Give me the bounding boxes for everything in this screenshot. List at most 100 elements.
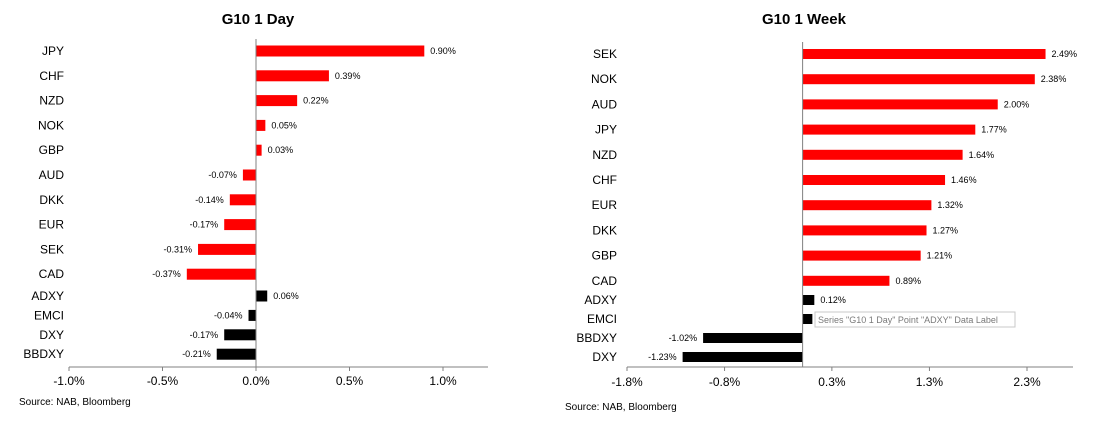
source-note: Source: NAB, Bloomberg: [565, 402, 677, 413]
data-label-aud: -0.07%: [208, 170, 237, 180]
category-label-nzd: NZD: [592, 148, 617, 162]
data-label-dxy: -1.23%: [648, 352, 677, 362]
bar-dkk: [802, 225, 927, 236]
data-label-sek: -0.31%: [163, 244, 192, 254]
category-label-bbdxy: BBDXY: [576, 331, 617, 345]
bar-nzd: [256, 95, 298, 107]
category-label-eur: EUR: [39, 218, 65, 232]
bar-aud: [802, 99, 998, 110]
data-label-nzd: 1.64%: [969, 150, 995, 160]
data-label-dkk: -0.14%: [195, 195, 224, 205]
category-label-chf: CHF: [592, 173, 617, 187]
bar-adxy: [802, 295, 815, 305]
category-label-emci: EMCI: [587, 312, 617, 326]
category-label-nzd: NZD: [39, 94, 64, 108]
bar-eur: [224, 219, 256, 231]
data-label-jpy: 1.77%: [981, 125, 1007, 135]
category-label-sek: SEK: [40, 242, 64, 256]
data-label-gbp: 1.21%: [927, 251, 953, 261]
bar-dxy: [224, 329, 256, 341]
data-label-dxy: -0.17%: [190, 330, 219, 340]
data-label-nzd: 0.22%: [303, 96, 329, 106]
category-label-dxy: DXY: [39, 328, 64, 342]
bar-sek: [802, 49, 1046, 59]
bar-gbp: [802, 250, 921, 261]
category-label-sek: SEK: [593, 47, 617, 61]
data-label-nok: 2.38%: [1041, 74, 1067, 84]
category-label-jpy: JPY: [595, 123, 617, 137]
data-label-bbdxy: -1.02%: [669, 333, 698, 343]
category-label-gbp: GBP: [39, 143, 64, 157]
chart-title: G10 1 Day: [222, 11, 295, 28]
data-label-nok: 0.05%: [271, 120, 297, 130]
bar-bbdxy: [703, 333, 803, 343]
category-label-nok: NOK: [38, 118, 64, 132]
bar-emci: [802, 314, 813, 324]
bar-chf: [802, 175, 946, 185]
tick-label: 1.3%: [916, 375, 944, 389]
category-label-cad: CAD: [39, 267, 65, 281]
bar-sek: [198, 243, 256, 255]
bar-eur: [802, 200, 932, 211]
tick-label: -0.5%: [147, 374, 179, 388]
data-label-bbdxy: -0.21%: [182, 349, 211, 359]
bar-cad: [802, 275, 890, 286]
data-label-dkk: 1.27%: [933, 225, 959, 235]
bar-aud: [242, 169, 256, 181]
data-label-cad: -0.37%: [152, 269, 181, 279]
category-label-cad: CAD: [592, 274, 618, 288]
tick-label: 2.3%: [1013, 375, 1041, 389]
chart-title: G10 1 Week: [762, 11, 847, 28]
tick-label: -0.8%: [709, 375, 741, 389]
bar-dkk: [229, 194, 256, 206]
source-note: Source: NAB, Bloomberg: [19, 397, 131, 408]
tick-label: -1.0%: [53, 374, 85, 388]
data-label-jpy: 0.90%: [430, 46, 456, 56]
bar-emci: [248, 309, 256, 321]
category-label-adxy: ADXY: [31, 289, 64, 303]
data-label-eur: -0.17%: [190, 220, 219, 230]
category-label-dkk: DKK: [39, 193, 64, 207]
category-label-chf: CHF: [39, 69, 64, 83]
bar-nok: [802, 74, 1035, 85]
bar-adxy: [256, 290, 268, 302]
bar-cad: [186, 268, 256, 280]
category-label-dxy: DXY: [592, 350, 617, 364]
bar-chf: [256, 70, 329, 82]
tick-label: 0.5%: [336, 374, 364, 388]
data-label-adxy: 0.12%: [820, 295, 846, 305]
bar-jpy: [256, 45, 425, 57]
data-label-eur: 1.32%: [937, 200, 963, 210]
data-label-cad: 0.89%: [895, 276, 921, 286]
category-label-nok: NOK: [591, 72, 617, 86]
category-label-emci: EMCI: [34, 308, 64, 322]
category-label-aud: AUD: [39, 168, 65, 182]
tick-label: 0.3%: [818, 375, 846, 389]
data-label-sek: 2.49%: [1052, 49, 1078, 59]
data-label-gbp: 0.03%: [268, 145, 294, 155]
bar-bbdxy: [216, 348, 256, 360]
category-label-eur: EUR: [592, 198, 618, 212]
bar-jpy: [802, 124, 976, 135]
tick-label: -1.8%: [611, 375, 643, 389]
tick-label: 0.0%: [242, 374, 270, 388]
tooltip-box: [814, 311, 1016, 328]
category-label-jpy: JPY: [42, 44, 64, 58]
tooltip-text: Series "G10 1 Day" Point "ADXY" Data Lab…: [818, 315, 998, 325]
category-label-gbp: GBP: [592, 249, 617, 263]
bar-dxy: [682, 352, 803, 362]
bar-nzd: [802, 149, 963, 160]
data-label-emci: -0.04%: [214, 310, 243, 320]
category-label-dkk: DKK: [592, 223, 617, 237]
tick-label: 1.0%: [429, 374, 457, 388]
data-label-chf: 0.39%: [335, 71, 361, 81]
category-label-adxy: ADXY: [584, 293, 617, 307]
data-label-aud: 2.00%: [1004, 99, 1030, 109]
category-label-bbdxy: BBDXY: [23, 347, 64, 361]
bar-nok: [256, 119, 266, 131]
category-label-aud: AUD: [592, 97, 618, 111]
data-label-adxy: 0.06%: [273, 291, 299, 301]
